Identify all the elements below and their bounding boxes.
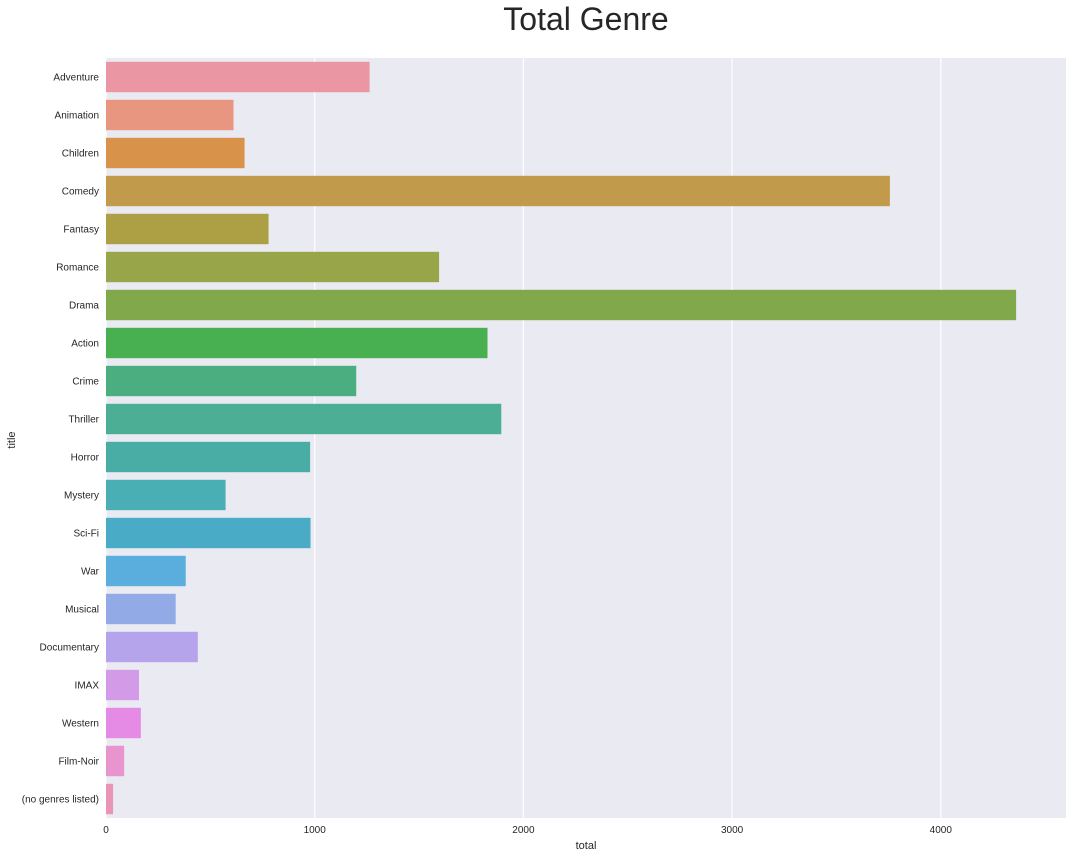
y-tick-label: Adventure: [53, 73, 99, 84]
bar-imax: [106, 669, 139, 701]
bars: [106, 61, 1017, 815]
bar-adventure: [106, 61, 370, 93]
bar-thriller: [106, 403, 502, 435]
y-tick-label: Western: [62, 719, 99, 730]
y-axis-label: title: [6, 431, 18, 448]
bar-no-genres-listed: [106, 783, 114, 815]
x-tick-label: 0: [103, 825, 109, 836]
bar-musical: [106, 593, 176, 625]
bar-mystery: [106, 479, 226, 511]
y-tick-label: Horror: [71, 453, 100, 464]
bar-comedy: [106, 175, 890, 207]
bar-drama: [106, 289, 1017, 321]
x-tick-label: 2000: [512, 825, 535, 836]
y-tick-label: Drama: [69, 301, 99, 312]
plot-background: [106, 58, 1066, 818]
chart-title: Total Genre: [503, 1, 668, 37]
y-tick-label: IMAX: [75, 681, 100, 692]
y-tick-label: Children: [62, 149, 99, 160]
bar-animation: [106, 99, 234, 131]
y-tick-label: Comedy: [62, 187, 99, 198]
x-axis-label: total: [576, 840, 597, 852]
x-tick-label: 4000: [930, 825, 953, 836]
bar-documentary: [106, 631, 198, 663]
bar-crime: [106, 365, 357, 397]
y-tick-label: Fantasy: [63, 225, 99, 236]
bar-war: [106, 555, 186, 587]
bar-action: [106, 327, 488, 359]
y-tick-label: Film-Noir: [58, 757, 99, 768]
y-tick-labels: Adventure Animation Children Comedy Fantasy R…: [22, 73, 100, 806]
y-tick-label: Animation: [55, 111, 99, 122]
y-tick-label: Crime: [72, 377, 99, 388]
bar-horror: [106, 441, 311, 473]
bar-romance: [106, 251, 440, 283]
bar-sci-fi: [106, 517, 311, 549]
bar-western: [106, 707, 141, 739]
y-tick-label: Documentary: [40, 643, 99, 654]
y-tick-label: Musical: [65, 605, 99, 616]
y-tick-label: War: [81, 567, 100, 578]
x-tick-labels: 0 1000 2000 3000 4000: [103, 825, 952, 836]
bar-fantasy: [106, 213, 269, 245]
x-tick-label: 1000: [304, 825, 327, 836]
y-tick-label: (no genres listed): [22, 795, 99, 806]
y-tick-label: Romance: [56, 263, 99, 274]
y-tick-label: Action: [71, 339, 99, 350]
bar-children: [106, 137, 245, 169]
bar-film-noir: [106, 745, 125, 777]
y-tick-label: Mystery: [64, 491, 99, 502]
y-tick-label: Sci-Fi: [73, 529, 99, 540]
y-tick-label: Thriller: [68, 415, 99, 426]
x-tick-label: 3000: [721, 825, 744, 836]
